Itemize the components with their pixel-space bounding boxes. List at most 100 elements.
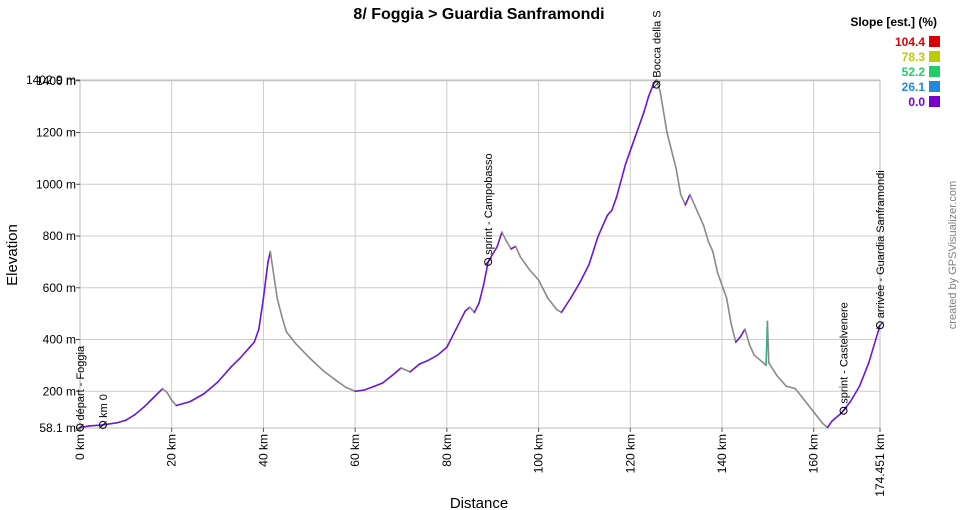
waypoint-marker: [76, 423, 84, 432]
y-axis-title: Elevation: [4, 224, 21, 286]
profile-segment: [849, 385, 861, 403]
legend-value: 0.0: [908, 95, 925, 109]
profile-segment: [519, 255, 531, 271]
profile-segment: [446, 328, 457, 349]
waypoint-marker-slash: [839, 406, 848, 415]
legend-value: 52.2: [902, 65, 926, 79]
profile-segment: [867, 324, 881, 364]
profile-segment: [271, 266, 278, 299]
profile-segment: [675, 167, 682, 196]
profile-segment: [189, 393, 205, 403]
credit-text: created by GPSVisualizer.com: [947, 181, 959, 329]
x-tick-label: 174.451 km: [873, 434, 887, 497]
x-tick-label: 0 km: [73, 434, 87, 460]
profile-segment: [766, 320, 770, 364]
y-axis-ticks: 58.1 m 200 m 400 m 600 m 800 m 1000 m 1200 m 14…: [26, 73, 80, 435]
profile-segment: [510, 245, 517, 250]
profile-segment: [569, 281, 581, 299]
profile-segment: [803, 399, 815, 413]
y-tick-label: 600 m: [43, 281, 76, 295]
waypoint-marker-slash: [652, 80, 661, 89]
profile-segment: [152, 387, 164, 399]
profile-segment: [822, 422, 829, 429]
profile-segment: [634, 111, 645, 139]
profile-segment: [436, 346, 448, 356]
profile-segment: [767, 362, 778, 377]
profile-segment: [579, 263, 590, 284]
x-axis-title: Distance: [450, 495, 508, 510]
profile-segment: [203, 381, 219, 395]
plot-frame: [79, 79, 881, 429]
profile-segment: [170, 399, 178, 407]
profile-segment: [400, 367, 411, 373]
legend-value: 78.3: [902, 50, 926, 64]
profile-segment: [230, 356, 242, 368]
profile-segment: [280, 315, 288, 333]
profile-segment: [391, 367, 402, 377]
profile-segment: [693, 204, 705, 227]
profile-segment: [468, 306, 476, 314]
profile-segment: [560, 297, 572, 314]
waypoint-label: départ - Foggia: [75, 345, 87, 420]
profile-segment: [666, 131, 677, 170]
profile-segment: [748, 343, 755, 356]
x-tick-label: 160 km: [807, 434, 821, 473]
profile-segment: [812, 411, 824, 425]
profile-segment: [308, 356, 324, 372]
profile-segment: [354, 389, 366, 393]
profile-segment: [276, 297, 283, 318]
profile-segment: [258, 297, 265, 330]
profile-segment: [597, 214, 609, 237]
legend-swatch: [929, 66, 940, 77]
profile-segment: [216, 365, 233, 384]
profile-segment: [858, 362, 870, 387]
profile-segment: [647, 83, 655, 98]
profile-segment: [464, 306, 471, 312]
profile-segment: [588, 235, 599, 266]
profile-segment: [345, 386, 356, 393]
y-tick-label: 1200 m: [36, 126, 76, 140]
profile-segment: [514, 245, 522, 258]
profile-segment: [689, 193, 696, 206]
profile-segment: [269, 250, 274, 268]
profile-segment: [528, 268, 540, 281]
profile-segment: [134, 406, 146, 416]
plot-grid: [79, 79, 881, 429]
profile-segment: [166, 391, 173, 402]
profile-segment: [322, 369, 338, 382]
profile-segment: [725, 297, 732, 325]
profile-segment: [679, 193, 687, 206]
profile-segment: [757, 358, 765, 364]
profile-segment: [712, 250, 719, 274]
legend-swatch: [929, 96, 940, 107]
profile-segment: [684, 193, 691, 206]
profile-segment: [473, 302, 480, 314]
profile-segment: [363, 385, 375, 391]
chart-title: 8/ Foggia > Guardia Sanframondi: [353, 6, 604, 23]
x-tick-label: 20 km: [165, 434, 179, 467]
waypoint-marker-slash: [76, 423, 84, 432]
profile-segment: [556, 308, 563, 314]
legend-swatch: [929, 81, 940, 92]
waypoint-label: sprint - Campobasso: [483, 153, 495, 255]
x-tick-label: 140 km: [715, 434, 729, 473]
profile-segment: [655, 79, 661, 92]
profile-segment: [336, 380, 347, 389]
profile-segment: [115, 419, 127, 424]
waypoint-marker: [839, 406, 848, 415]
profile-segment: [418, 359, 430, 365]
profile-segment: [79, 425, 90, 429]
profile-segment: [546, 297, 558, 311]
waypoint-marker: [876, 321, 884, 330]
profile-segment: [143, 396, 155, 408]
waypoint-marker: [484, 257, 493, 266]
waypoint-label: sprint - Castelvenere: [839, 302, 851, 404]
profile-segment: [716, 271, 728, 299]
waypoint-label: Bocca della S: [651, 10, 663, 77]
profile-segment: [372, 382, 384, 388]
profile-segment: [707, 240, 714, 253]
y-tick-label: 58.1 m: [39, 421, 76, 435]
profile-segment: [455, 310, 467, 330]
waypoint-marker: [652, 80, 661, 89]
